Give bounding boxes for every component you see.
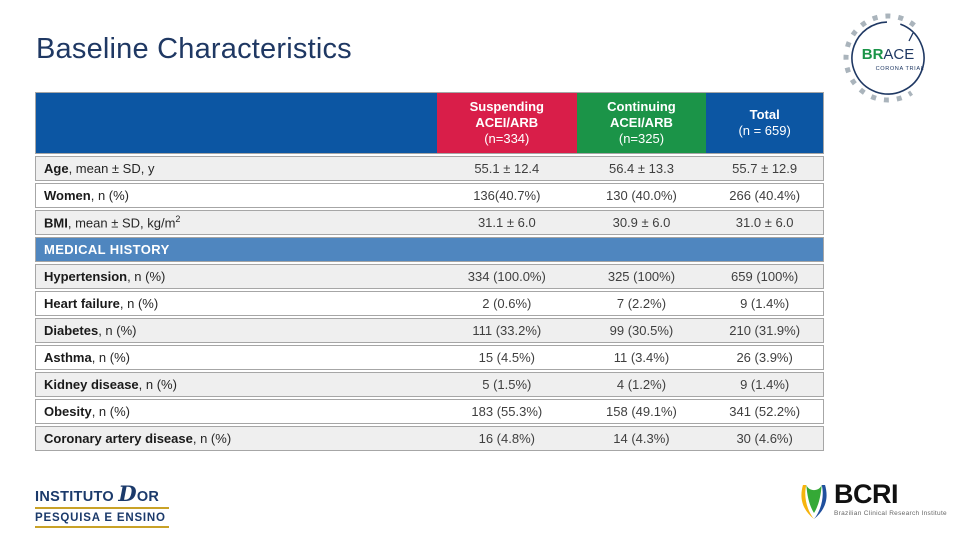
table-row: Obesity, n (%) 183 (55.3%) 158 (49.1%) 341 … (35, 399, 824, 424)
bcri-logo: BCRI Brazilian Clinical Research Institu… (797, 479, 947, 522)
value-cell: 266 (40.4%) (729, 188, 801, 203)
value-cell: 9 (1.4%) (740, 296, 790, 311)
column-header (36, 93, 437, 153)
value-cell: 158 (49.1%) (606, 404, 677, 419)
value-cell: 325 (100%) (607, 269, 676, 284)
table-row: Coronary artery disease, n (%) 16 (4.8%) 1… (35, 426, 824, 451)
brace-subtitle: CORONA TRIAL (876, 66, 925, 72)
table-body: Age, mean ± SD, y 55.1 ± 12.4 56.4 ± 13.3 5… (35, 156, 824, 451)
value-cell: 31.1 ± 6.0 (477, 215, 536, 230)
column-header: Continuing ACEI/ARB (n=325) (576, 93, 707, 153)
value-cell: 56.4 ± 13.3 (608, 161, 674, 176)
section-header-row: MEDICAL HISTORY (35, 237, 824, 262)
baseline-characteristics-table: Suspending ACEI/ARB (n=334) Continuing ACE… (35, 92, 824, 451)
value-cell: 2 (0.6%) (482, 296, 532, 311)
row-label: Obesity, n (%) (44, 404, 130, 419)
row-label: Heart failure, n (%) (44, 296, 159, 311)
instituto-dor-name: INSTITUTO DOR (35, 483, 169, 505)
table-row: Hypertension, n (%) 334 (100.0%) 325 (100%… (35, 264, 824, 289)
svg-text:BRACE: BRACE (862, 46, 915, 63)
value-cell: 210 (31.9%) (729, 323, 801, 338)
value-cell: 14 (4.3%) (613, 431, 670, 446)
gold-divider (35, 507, 169, 509)
value-cell: 136(40.7%) (473, 188, 541, 203)
page-title: Baseline Characteristics (36, 33, 352, 65)
value-cell: 30.9 ± 6.0 (612, 215, 671, 230)
gold-divider (35, 526, 169, 528)
value-cell: 30 (4.6%) (736, 431, 793, 446)
instituto-dor-tagline: PESQUISA E ENSINO (35, 512, 166, 524)
table-row: Diabetes, n (%) 111 (33.2%) 99 (30.5%) 210 … (35, 318, 824, 343)
table-row: Asthma, n (%) 15 (4.5%) 11 (3.4%) 26 (3.9%) (35, 345, 824, 370)
dor-word: OR (136, 489, 160, 505)
instituto-dor-logo: INSTITUTO DOR PESQUISA E ENSINO (35, 483, 169, 531)
value-cell: 341 (52.2%) (729, 404, 801, 419)
bcri-tagline: Brazilian Clinical Research Institute (834, 509, 947, 517)
value-cell: 11 (3.4%) (613, 350, 670, 365)
row-label: Age, mean ± SD, y (44, 161, 155, 176)
row-label: Coronary artery disease, n (%) (44, 431, 232, 446)
brace-trial-logo: BRACE CORONA TRIAL (838, 8, 938, 108)
brace-gear-icon: BRACE CORONA TRIAL (840, 10, 936, 106)
column-header: Suspending ACEI/ARB (n=334) (436, 93, 577, 153)
value-cell: 9 (1.4%) (740, 377, 790, 392)
row-label: Asthma, n (%) (44, 350, 130, 365)
brace-prefix: BR (862, 46, 884, 63)
value-cell: 15 (4.5%) (478, 350, 535, 365)
table-header-row: Suspending ACEI/ARB (n=334) Continuing ACE… (35, 92, 824, 154)
value-cell: 4 (1.2%) (616, 377, 667, 392)
value-cell: 111 (33.2%) (472, 323, 542, 338)
value-cell: 334 (100.0%) (467, 269, 546, 284)
bcri-shield-icon (801, 485, 827, 519)
bcri-name: BCRI (834, 479, 898, 509)
row-label: BMI, mean ± SD, kg/m2 (44, 214, 181, 231)
table-row: Women, n (%) 136(40.7%) 130 (40.0%) 266 (40… (35, 183, 824, 208)
value-cell: 183 (55.3%) (471, 404, 543, 419)
row-label: Kidney disease, n (%) (44, 377, 177, 392)
value-cell: 5 (1.5%) (482, 377, 532, 392)
row-label: Hypertension, n (%) (44, 269, 166, 284)
value-cell: 31.0 ± 6.0 (735, 215, 794, 230)
value-cell: 659 (100%) (731, 269, 799, 284)
table-row: Heart failure, n (%) 2 (0.6%) 7 (2.2%) 9 (1… (35, 291, 824, 316)
value-cell: 16 (4.8%) (478, 431, 535, 446)
dor-initial: D (118, 481, 137, 506)
value-cell: 130 (40.0%) (606, 188, 677, 203)
value-cell: 55.7 ± 12.9 (732, 161, 798, 176)
value-cell: 55.1 ± 12.4 (474, 161, 540, 176)
section-label: MEDICAL HISTORY (44, 242, 170, 257)
row-label: Diabetes, n (%) (44, 323, 137, 338)
table-row: Kidney disease, n (%) 5 (1.5%) 4 (1.2%) 9 (… (35, 372, 824, 397)
value-cell: 7 (2.2%) (616, 296, 667, 311)
value-cell: 26 (3.9%) (736, 350, 793, 365)
row-label: Women, n (%) (44, 188, 130, 203)
brace-suffix: ACE (883, 46, 914, 63)
column-header: Total (n = 659) (706, 93, 823, 153)
instituto-word: INSTITUTO (35, 489, 114, 505)
table-row: BMI, mean ± SD, kg/m2 31.1 ± 6.0 30.9 ± 6.… (35, 210, 824, 235)
value-cell: 99 (30.5%) (609, 323, 674, 338)
table-row: Age, mean ± SD, y 55.1 ± 12.4 56.4 ± 13.3 5… (35, 156, 824, 181)
